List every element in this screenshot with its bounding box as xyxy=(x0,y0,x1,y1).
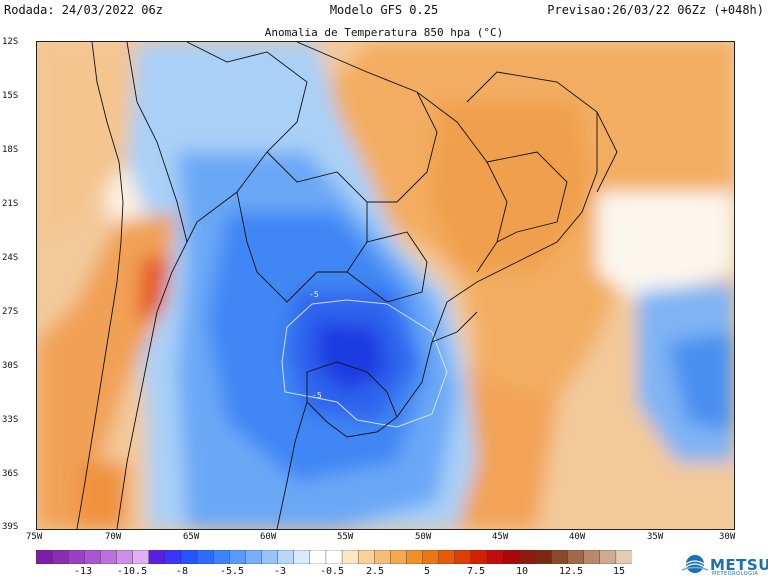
run-label: Rodada: 24/03/2022 06z xyxy=(4,3,163,17)
colorbar-swatch xyxy=(132,550,150,564)
lat-label: 18S xyxy=(2,145,19,155)
colorbar-swatch xyxy=(261,550,279,564)
colorbar-tick-label: -10.5 xyxy=(117,566,148,577)
lat-label: 24S xyxy=(2,253,19,263)
contour-label: -5 xyxy=(309,290,319,299)
colorbar-tick-label: 12.5 xyxy=(559,566,584,577)
colorbar xyxy=(36,550,632,564)
lat-label: 27S xyxy=(2,307,19,317)
colorbar-swatch xyxy=(51,550,69,564)
lon-label: 35W xyxy=(647,532,664,542)
colorbar-tick-label: -0.5 xyxy=(320,566,345,577)
lon-label: 65W xyxy=(183,532,200,542)
lat-label: 15S xyxy=(2,91,19,101)
model-label: Modelo GFS 0.25 xyxy=(329,3,439,17)
colorbar-swatch xyxy=(599,550,617,564)
colorbar-tick-label: 15 xyxy=(613,566,626,577)
metsul-logo-subtitle: METEOROLOGIA xyxy=(712,571,759,577)
colorbar-swatch xyxy=(374,550,391,564)
colorbar-swatch xyxy=(551,550,569,564)
lon-label: 70W xyxy=(105,532,122,542)
lat-label: 30S xyxy=(2,361,19,371)
colorbar-tick-label: -5.5 xyxy=(220,566,245,577)
colorbar-swatch xyxy=(470,550,488,564)
colorbar-swatch xyxy=(519,550,536,564)
colorbar-tick-label: 10 xyxy=(516,566,529,577)
lat-label: 12S xyxy=(2,37,19,47)
lat-label: 21S xyxy=(2,199,19,209)
anomaly-field xyxy=(37,42,734,529)
colorbar-swatch xyxy=(68,550,85,564)
colorbar-swatch xyxy=(535,550,553,564)
colorbar-swatch xyxy=(116,550,134,564)
lat-label: 36S xyxy=(2,469,19,479)
colorbar-swatch xyxy=(325,550,343,564)
colorbar-swatch xyxy=(454,550,472,564)
contour-label: -5 xyxy=(312,391,322,400)
colorbar-swatch xyxy=(229,550,247,564)
colorbar-swatch xyxy=(277,550,295,564)
colorbar-swatch xyxy=(583,550,601,564)
colorbar-swatch xyxy=(309,550,327,564)
colorbar-swatch xyxy=(196,550,214,564)
lon-label: 40W xyxy=(569,532,586,542)
colorbar-swatch xyxy=(406,550,424,564)
lon-label: 55W xyxy=(337,532,354,542)
colorbar-swatch xyxy=(341,550,359,564)
lon-label: 50W xyxy=(415,532,432,542)
lon-label: 60W xyxy=(260,532,277,542)
temperature-anomaly-map: -5 -5 xyxy=(36,41,735,530)
colorbar-swatch xyxy=(36,550,53,564)
colorbar-swatch xyxy=(100,550,118,564)
colorbar-tick-label: 2.5 xyxy=(366,566,385,577)
lat-label: 39S xyxy=(2,522,19,532)
colorbar-tick-label: -13 xyxy=(74,566,93,577)
colorbar-swatch xyxy=(502,550,520,564)
lon-label: 30W xyxy=(719,532,736,542)
lon-label: 45W xyxy=(492,532,509,542)
coastline-borders xyxy=(76,42,618,529)
contour-minus5-line xyxy=(281,299,448,428)
colorbar-swatch xyxy=(486,550,504,564)
colorbar-swatch xyxy=(84,550,102,564)
lon-label: 75W xyxy=(26,532,43,542)
colorbar-swatch xyxy=(293,550,311,564)
colorbar-swatch xyxy=(390,550,408,564)
colorbar-swatch xyxy=(422,550,440,564)
colorbar-swatch xyxy=(567,550,585,564)
metsul-globe-icon xyxy=(681,555,709,573)
lat-label: 33S xyxy=(2,415,19,425)
colorbar-swatch xyxy=(212,550,230,564)
colorbar-swatch xyxy=(148,550,166,564)
colorbar-tick-label: 5 xyxy=(424,566,431,577)
colorbar-swatch xyxy=(164,550,182,564)
colorbar-tick-label: -8 xyxy=(176,566,189,577)
colorbar-tick-label: -3 xyxy=(274,566,287,577)
map-title: Anomalia de Temperatura 850 hpa (°C) xyxy=(264,26,504,39)
colorbar-swatch xyxy=(245,550,263,564)
colorbar-swatch xyxy=(180,550,198,564)
colorbar-tick-label: 7.5 xyxy=(467,566,486,577)
colorbar-swatch xyxy=(357,550,375,564)
colorbar-swatch xyxy=(615,550,632,564)
metsul-logo: METSUL xyxy=(710,556,768,574)
valid-time-label: Previsao:26/03/22 06Zz (+048h) xyxy=(547,3,764,17)
colorbar-swatch xyxy=(438,550,456,564)
